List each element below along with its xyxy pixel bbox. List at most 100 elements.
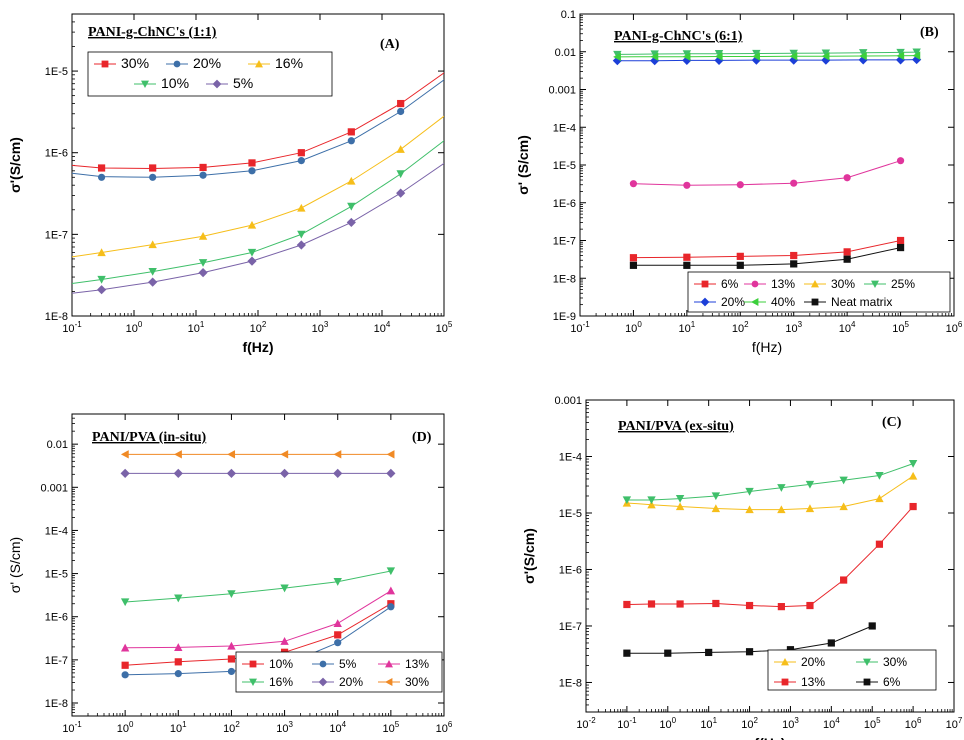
series-line	[125, 590, 392, 649]
data-point	[805, 480, 815, 489]
data-point	[120, 450, 129, 459]
legend-label: Neat matrix	[831, 295, 892, 309]
data-point	[896, 51, 905, 61]
y-tick-label: 0.001	[40, 482, 68, 494]
x-tick-label: 10-2	[576, 716, 596, 731]
series-line	[617, 59, 917, 62]
x-tick-label: 102	[223, 720, 240, 735]
y-tick-label: 1E-8	[45, 311, 68, 323]
data-point	[875, 471, 884, 480]
panel-tag: (D)	[412, 430, 432, 445]
x-tick-label: 101	[700, 716, 717, 731]
panel-tag: (A)	[380, 37, 400, 52]
data-point	[664, 649, 672, 657]
legend-marker	[701, 280, 709, 288]
data-point	[908, 471, 918, 480]
legend-marker	[173, 60, 181, 68]
legend-label: 5%	[339, 657, 357, 671]
legend-item: 30%	[804, 277, 855, 291]
legend-item: 16%	[242, 675, 293, 689]
legend-item: 20%	[312, 675, 363, 689]
y-tick-label: 1E-7	[559, 621, 582, 633]
data-point	[745, 487, 754, 496]
data-point	[396, 188, 406, 198]
data-point	[714, 55, 724, 66]
x-tick-label: 103	[785, 320, 802, 335]
legend-label: 20%	[721, 295, 745, 309]
data-point	[790, 251, 798, 260]
data-point	[827, 639, 835, 647]
series-line	[626, 475, 914, 511]
series-Neat matrix	[629, 243, 905, 269]
legend-marker	[751, 280, 759, 288]
series-20%	[72, 79, 444, 181]
legend-marker	[249, 660, 257, 668]
legend-label: 5%	[233, 75, 253, 91]
data-point	[675, 494, 685, 503]
series-13%	[629, 157, 905, 189]
legend-item: 13%	[774, 675, 825, 689]
data-point	[227, 590, 236, 598]
data-point	[629, 180, 638, 188]
data-point	[647, 600, 656, 608]
data-point	[347, 176, 356, 185]
panel-tag: (C)	[882, 415, 902, 430]
data-point	[908, 459, 918, 468]
y-tick-label: 1E-6	[45, 612, 68, 624]
y-tick-label: 1E-4	[45, 525, 68, 537]
data-point	[777, 603, 785, 611]
legend-label: 16%	[275, 55, 303, 71]
y-tick-label: 1E-9	[553, 311, 576, 323]
legend-item: 30%	[378, 675, 429, 689]
legend-label: 30%	[883, 655, 907, 669]
x-tick-label: 10-1	[617, 716, 637, 731]
data-point	[682, 55, 692, 66]
data-point	[896, 243, 905, 252]
data-point	[745, 505, 754, 514]
legend-box	[767, 649, 937, 691]
x-tick-label: 100	[117, 720, 134, 735]
data-point	[347, 137, 355, 145]
data-point	[198, 268, 208, 278]
data-point	[174, 450, 182, 459]
x-tick-label: 105	[864, 716, 881, 731]
legend-label: 10%	[161, 75, 189, 91]
data-point	[821, 52, 830, 61]
data-point	[821, 55, 831, 65]
series-line	[125, 570, 391, 603]
data-point	[174, 643, 183, 651]
y-axis-label: σ' (S/cm)	[515, 135, 531, 195]
legend-item: 20%	[774, 655, 825, 669]
data-point	[745, 601, 754, 610]
legend-item: 40%	[744, 295, 795, 309]
legend-label: 6%	[883, 675, 901, 689]
x-tick-label: 10-1	[62, 720, 82, 735]
data-point	[711, 492, 721, 501]
legend-box	[87, 51, 333, 97]
series-40%	[613, 51, 921, 62]
chart-title: PANI-g-ChNC's (6:1)	[614, 29, 743, 44]
y-tick-label: 1E-8	[559, 677, 582, 689]
legend-label: 30%	[121, 55, 149, 71]
legend-marker	[751, 298, 759, 306]
data-point	[247, 220, 257, 229]
x-tick-label: 100	[126, 320, 143, 335]
data-point	[683, 181, 691, 189]
series-30%	[622, 459, 918, 505]
data-point	[629, 254, 638, 262]
series-16%	[120, 567, 396, 607]
series-30%	[72, 72, 444, 172]
legend-label: 16%	[269, 675, 293, 689]
data-point	[346, 217, 356, 228]
legend-marker	[101, 60, 109, 68]
data-point	[280, 584, 289, 593]
x-tick-label: 104	[329, 720, 346, 735]
series-line	[626, 506, 914, 608]
data-point	[297, 149, 305, 157]
data-point	[650, 52, 659, 61]
series-20%	[622, 471, 918, 514]
data-point	[174, 594, 183, 603]
data-point	[396, 145, 405, 153]
data-point	[199, 163, 207, 172]
x-tick-label: 101	[188, 320, 205, 335]
